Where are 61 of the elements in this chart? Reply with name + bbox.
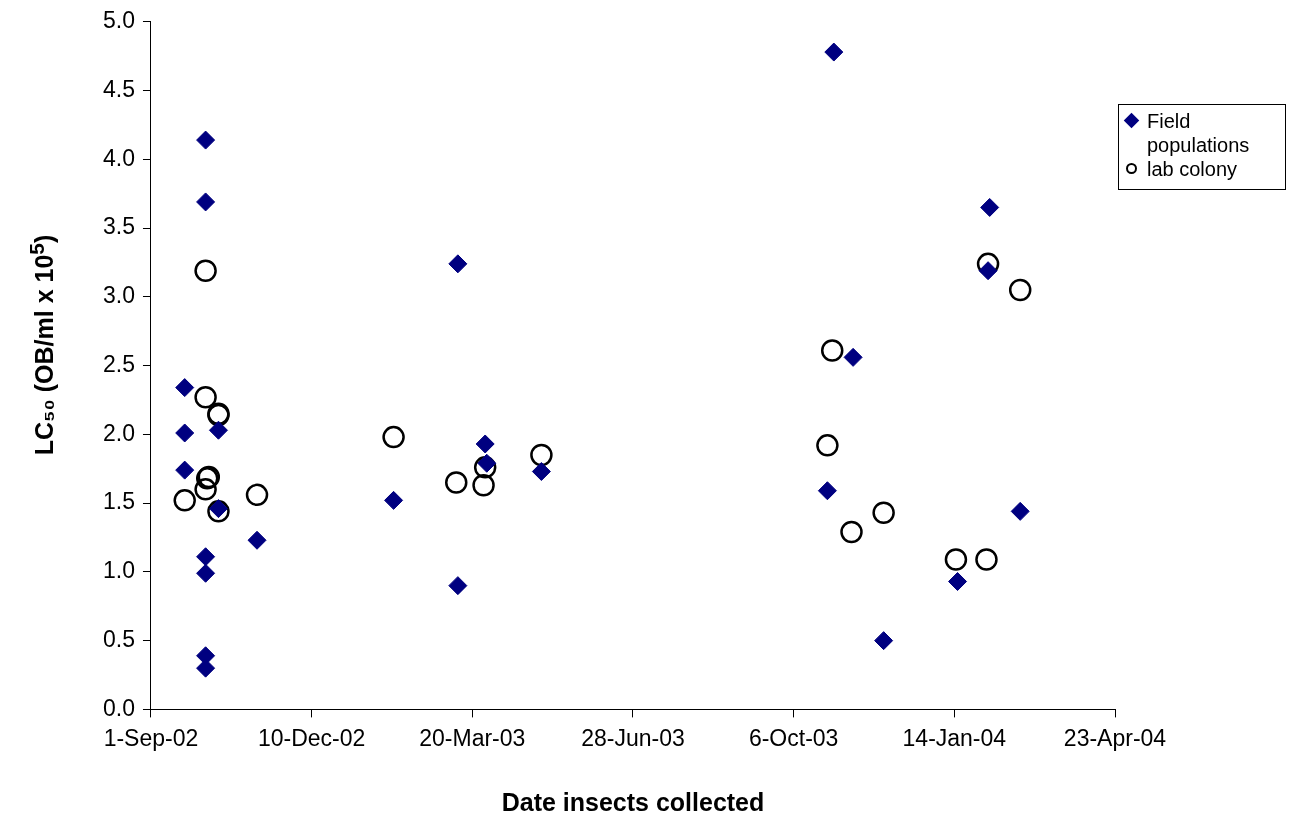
point: [948, 572, 968, 592]
point: [1008, 278, 1032, 302]
point: [175, 460, 195, 480]
point: [530, 443, 553, 467]
x-tick-label: 1-Sep-02: [103, 724, 199, 751]
point: [944, 548, 968, 571]
point: [196, 658, 216, 678]
y-tick-label: 4.5: [102, 75, 135, 102]
point: [208, 420, 228, 440]
point: [824, 42, 844, 62]
point: [196, 563, 216, 583]
y-tick-label: 0.5: [102, 625, 135, 652]
x-tick-label: 20-Mar-03: [419, 724, 526, 751]
point: [1010, 501, 1030, 521]
y-tick-label: 2.0: [102, 419, 135, 446]
point: [472, 473, 495, 497]
point: [382, 425, 405, 449]
y-tick-label: 5.0: [102, 7, 135, 34]
point: [980, 197, 1000, 217]
point: [196, 192, 216, 212]
point: [874, 631, 894, 651]
x-tick-label: 14-Jan-04: [902, 724, 1007, 751]
x-tick-label: 10-Dec-02: [257, 724, 366, 751]
point: [448, 254, 468, 274]
point: [196, 130, 216, 150]
x-tick-label: 6-Oct-03: [748, 724, 839, 751]
point: [245, 483, 269, 507]
point: [872, 501, 895, 524]
y-tick-label: 3.0: [102, 282, 135, 309]
point: [840, 520, 863, 544]
point: [173, 489, 196, 512]
point: [531, 461, 551, 481]
point: [247, 530, 267, 550]
point: [194, 385, 217, 409]
point: [194, 478, 217, 501]
point: [196, 547, 216, 567]
point: [475, 434, 495, 454]
point: [843, 347, 863, 367]
point: [448, 576, 468, 596]
point: [473, 456, 497, 479]
x-axis-title: Date insects collected: [501, 787, 765, 816]
point: [175, 378, 195, 398]
y-tick-label: 4.0: [102, 144, 135, 171]
y-tick-label: 3.5: [102, 213, 135, 240]
point: [817, 481, 837, 501]
y-tick-label: 0.0: [102, 694, 135, 721]
legend-label: lab colony: [1147, 157, 1238, 181]
point: [477, 453, 497, 473]
x-tick-label: 23-Apr-04: [1063, 724, 1167, 751]
point: [816, 434, 839, 457]
x-tick-label: 28-Jun-03: [581, 724, 685, 751]
point: [978, 261, 998, 281]
y-tick-label: 2.5: [102, 350, 135, 377]
point: [384, 490, 404, 510]
point: [175, 423, 195, 443]
y-tick-label: 1.0: [102, 557, 135, 584]
point: [445, 471, 468, 494]
point: [194, 259, 217, 282]
point: [975, 548, 998, 571]
point: [820, 339, 844, 362]
y-tick-label: 1.5: [102, 488, 135, 515]
